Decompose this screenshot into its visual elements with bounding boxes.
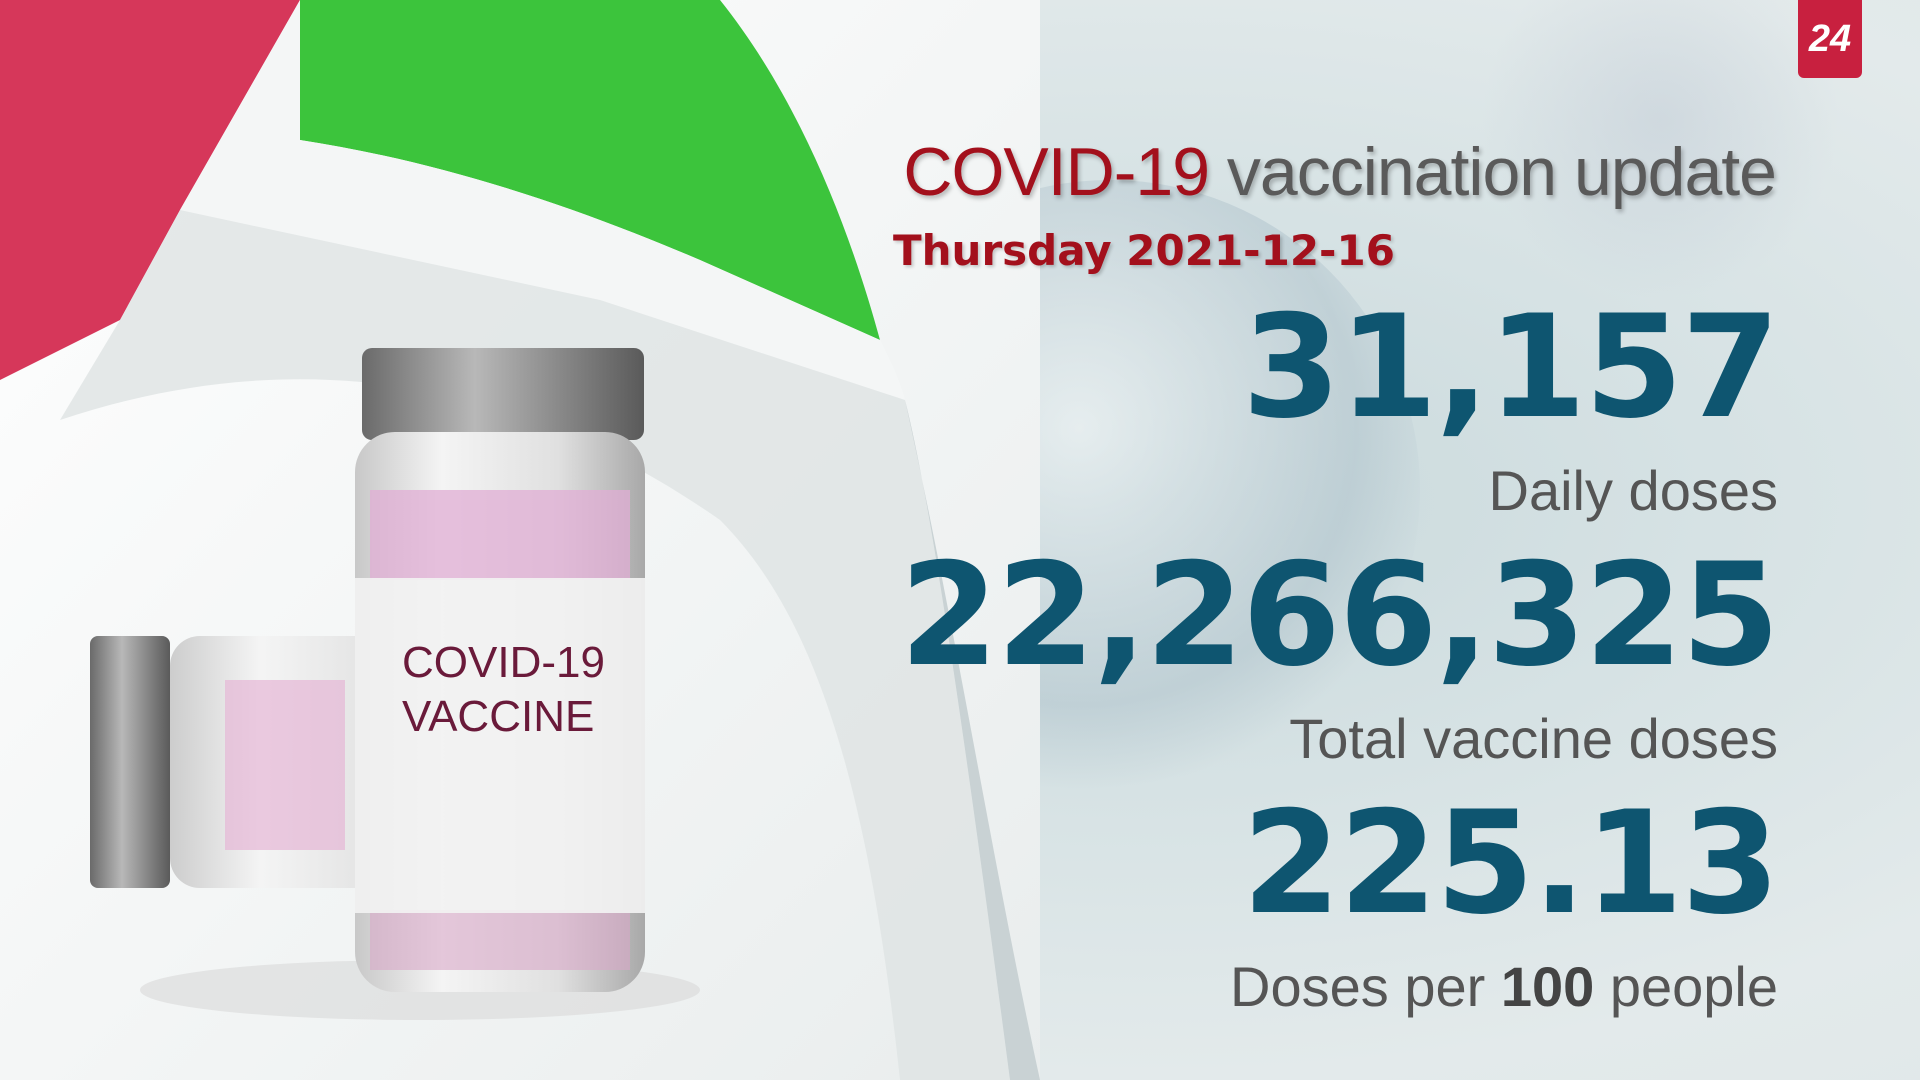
label-bold-part: 100 xyxy=(1500,955,1595,1018)
flag-and-vial-illustration xyxy=(0,0,1040,1080)
update-date: Thursday 2021-12-16 xyxy=(893,226,1395,275)
doses-per-100-label: Doses per 100 people xyxy=(1230,954,1778,1020)
vial-label-line2: VACCINE xyxy=(402,692,595,741)
total-doses-value: 22,266,325 xyxy=(899,533,1780,698)
virus-background-image xyxy=(1480,0,1840,300)
title-highlight: COVID-19 xyxy=(903,134,1210,210)
title-rest: vaccination update xyxy=(1209,134,1777,210)
total-doses-label: Total vaccine doses xyxy=(1289,707,1778,770)
channel-24-logo: 24 xyxy=(1798,0,1862,78)
daily-doses-value: 31,157 xyxy=(1242,285,1780,450)
vial-label-line1: COVID-19 xyxy=(402,638,605,687)
doses-per-100-value: 225.13 xyxy=(1242,781,1780,946)
label-part: people xyxy=(1594,955,1778,1018)
daily-doses-label: Daily doses xyxy=(1488,459,1778,522)
page-title: COVID-19 vaccination update xyxy=(903,132,1777,212)
vial-label: COVID-19 VACCINE xyxy=(402,636,605,744)
label-part: Doses per xyxy=(1230,955,1501,1018)
